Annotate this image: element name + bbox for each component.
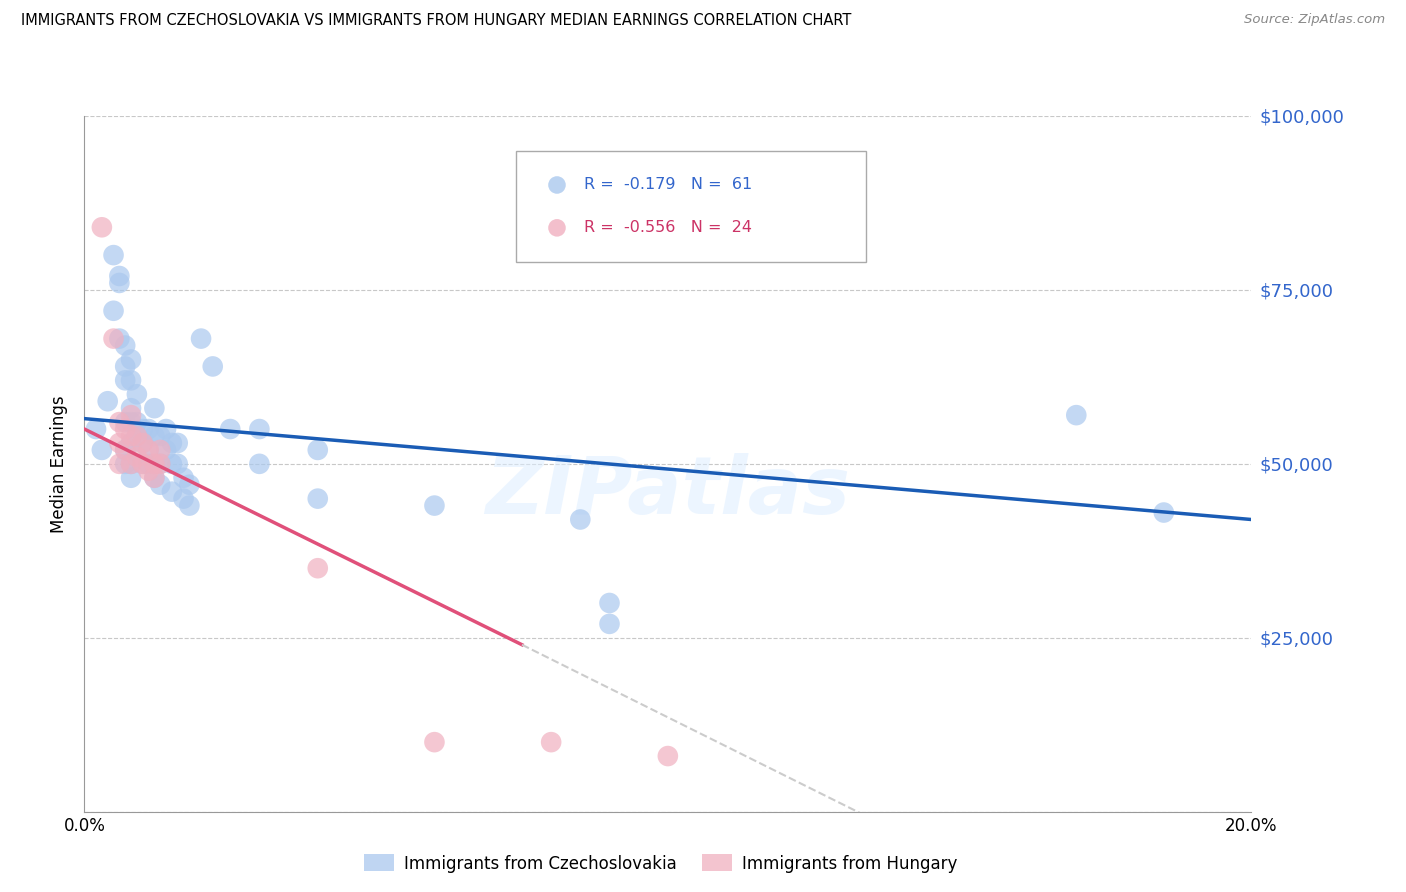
Point [149, 457, 172, 471]
Point [307, 561, 329, 575]
Text: ZIPatlas: ZIPatlas [485, 452, 851, 531]
Point [160, 436, 183, 450]
Point [132, 436, 155, 450]
Point [138, 422, 160, 436]
Point [143, 471, 166, 485]
Legend: Immigrants from Czechoslovakia, Immigrants from Hungary: Immigrants from Czechoslovakia, Immigran… [357, 847, 965, 880]
Point [90, 442, 112, 457]
Text: IMMIGRANTS FROM CZECHOSLOVAKIA VS IMMIGRANTS FROM HUNGARY MEDIAN EARNINGS CORREL: IMMIGRANTS FROM CZECHOSLOVAKIA VS IMMIGR… [21, 13, 852, 29]
Point [219, 422, 242, 436]
Point [103, 248, 125, 262]
Point [120, 352, 142, 367]
Point [120, 401, 142, 416]
Point [569, 512, 592, 526]
Point [120, 415, 142, 429]
Point [114, 415, 136, 429]
Point [84, 422, 107, 436]
Point [120, 429, 142, 443]
Point [138, 457, 160, 471]
Point [247, 422, 270, 436]
Point [143, 429, 166, 443]
Point [125, 415, 148, 429]
Point [114, 373, 136, 387]
Point [307, 442, 329, 457]
Point [247, 457, 270, 471]
Point [423, 735, 446, 749]
Text: R =  -0.556   N =  24: R = -0.556 N = 24 [583, 220, 752, 235]
Point [114, 338, 136, 352]
Point [143, 401, 166, 416]
Point [125, 450, 148, 464]
Point [179, 499, 201, 513]
Point [120, 436, 142, 450]
Point [160, 457, 183, 471]
Point [1066, 408, 1088, 422]
Point [540, 735, 562, 749]
Point [599, 596, 621, 610]
Point [132, 457, 155, 471]
Point [132, 457, 155, 471]
Y-axis label: Median Earnings: Median Earnings [51, 395, 69, 533]
Point [307, 491, 329, 506]
Point [108, 436, 131, 450]
Point [114, 457, 136, 471]
Point [143, 457, 166, 471]
Text: Source: ZipAtlas.com: Source: ZipAtlas.com [1244, 13, 1385, 27]
Point [120, 408, 142, 422]
Point [173, 471, 195, 485]
Point [114, 442, 136, 457]
Point [179, 477, 201, 491]
Point [149, 457, 172, 471]
Point [125, 387, 148, 401]
Point [103, 332, 125, 346]
Point [1153, 506, 1175, 520]
Point [114, 442, 136, 457]
Point [108, 457, 131, 471]
Point [120, 457, 142, 471]
FancyBboxPatch shape [516, 151, 866, 262]
Point [149, 429, 172, 443]
Point [138, 442, 160, 457]
Point [125, 429, 148, 443]
Point [138, 442, 160, 457]
Point [132, 422, 155, 436]
Point [201, 359, 224, 374]
Point [108, 268, 131, 283]
Point [120, 457, 142, 471]
Point [120, 373, 142, 387]
Point [423, 499, 446, 513]
Point [166, 457, 188, 471]
Point [155, 422, 177, 436]
Point [599, 616, 621, 631]
Point [657, 749, 679, 764]
Point [160, 484, 183, 499]
Point [149, 442, 172, 457]
Point [125, 429, 148, 443]
Point [132, 436, 155, 450]
Point [173, 491, 195, 506]
Point [114, 359, 136, 374]
Point [97, 394, 120, 409]
Point [108, 415, 131, 429]
Point [114, 422, 136, 436]
Point [149, 477, 172, 491]
Point [90, 220, 112, 235]
Point [103, 303, 125, 318]
Point [120, 471, 142, 485]
Text: R =  -0.179   N =  61: R = -0.179 N = 61 [583, 178, 752, 193]
Point [138, 464, 160, 478]
Point [190, 332, 212, 346]
Point [143, 471, 166, 485]
Point [155, 442, 177, 457]
Point [108, 276, 131, 290]
Point [166, 436, 188, 450]
Point [108, 332, 131, 346]
